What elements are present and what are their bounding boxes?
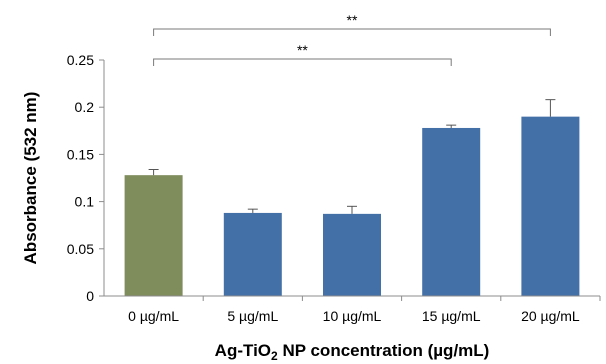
y-tick-label: 0.05 <box>67 241 94 257</box>
y-tick-label: 0.25 <box>67 52 94 68</box>
significance-label: ** <box>297 42 308 58</box>
significance-bracket <box>153 28 551 36</box>
x-tick-label: 5 µg/mL <box>227 308 278 324</box>
y-tick-label: 0.1 <box>75 194 95 210</box>
bar <box>521 116 580 296</box>
y-tick-label: 0.2 <box>75 99 95 115</box>
x-tick-label: 10 µg/mL <box>323 308 382 324</box>
x-axis-title: Ag-TiO2 NP concentration (µg/mL) <box>215 341 490 363</box>
x-tick-label: 20 µg/mL <box>521 308 580 324</box>
y-axis-title: Absorbance (532 nm) <box>21 92 40 265</box>
bar <box>223 212 282 296</box>
bar <box>124 175 183 296</box>
bar <box>422 127 481 296</box>
significance-label: ** <box>347 12 358 28</box>
y-tick-label: 0 <box>86 288 94 304</box>
x-axis-title-prefix: Ag-TiO <box>215 341 271 360</box>
significance-brackets: ** ** <box>153 12 551 66</box>
x-tick-label: 0 µg/mL <box>128 308 179 324</box>
y-axis-ticks: 0 0.05 0.1 0.15 0.2 0.25 <box>67 52 104 304</box>
x-axis-title-suffix: NP concentration (µg/mL) <box>278 341 490 360</box>
bar <box>323 213 381 296</box>
x-tick-label: 15 µg/mL <box>422 308 481 324</box>
y-tick-label: 0.15 <box>67 146 94 162</box>
significance-bracket <box>153 58 452 66</box>
bars <box>124 116 580 296</box>
error-bars <box>148 99 556 214</box>
x-axis-ticks: 0 µg/mL 5 µg/mL 10 µg/mL 15 µg/mL 20 µg/mL <box>128 296 601 324</box>
x-axis-title-subscript: 2 <box>271 349 278 363</box>
